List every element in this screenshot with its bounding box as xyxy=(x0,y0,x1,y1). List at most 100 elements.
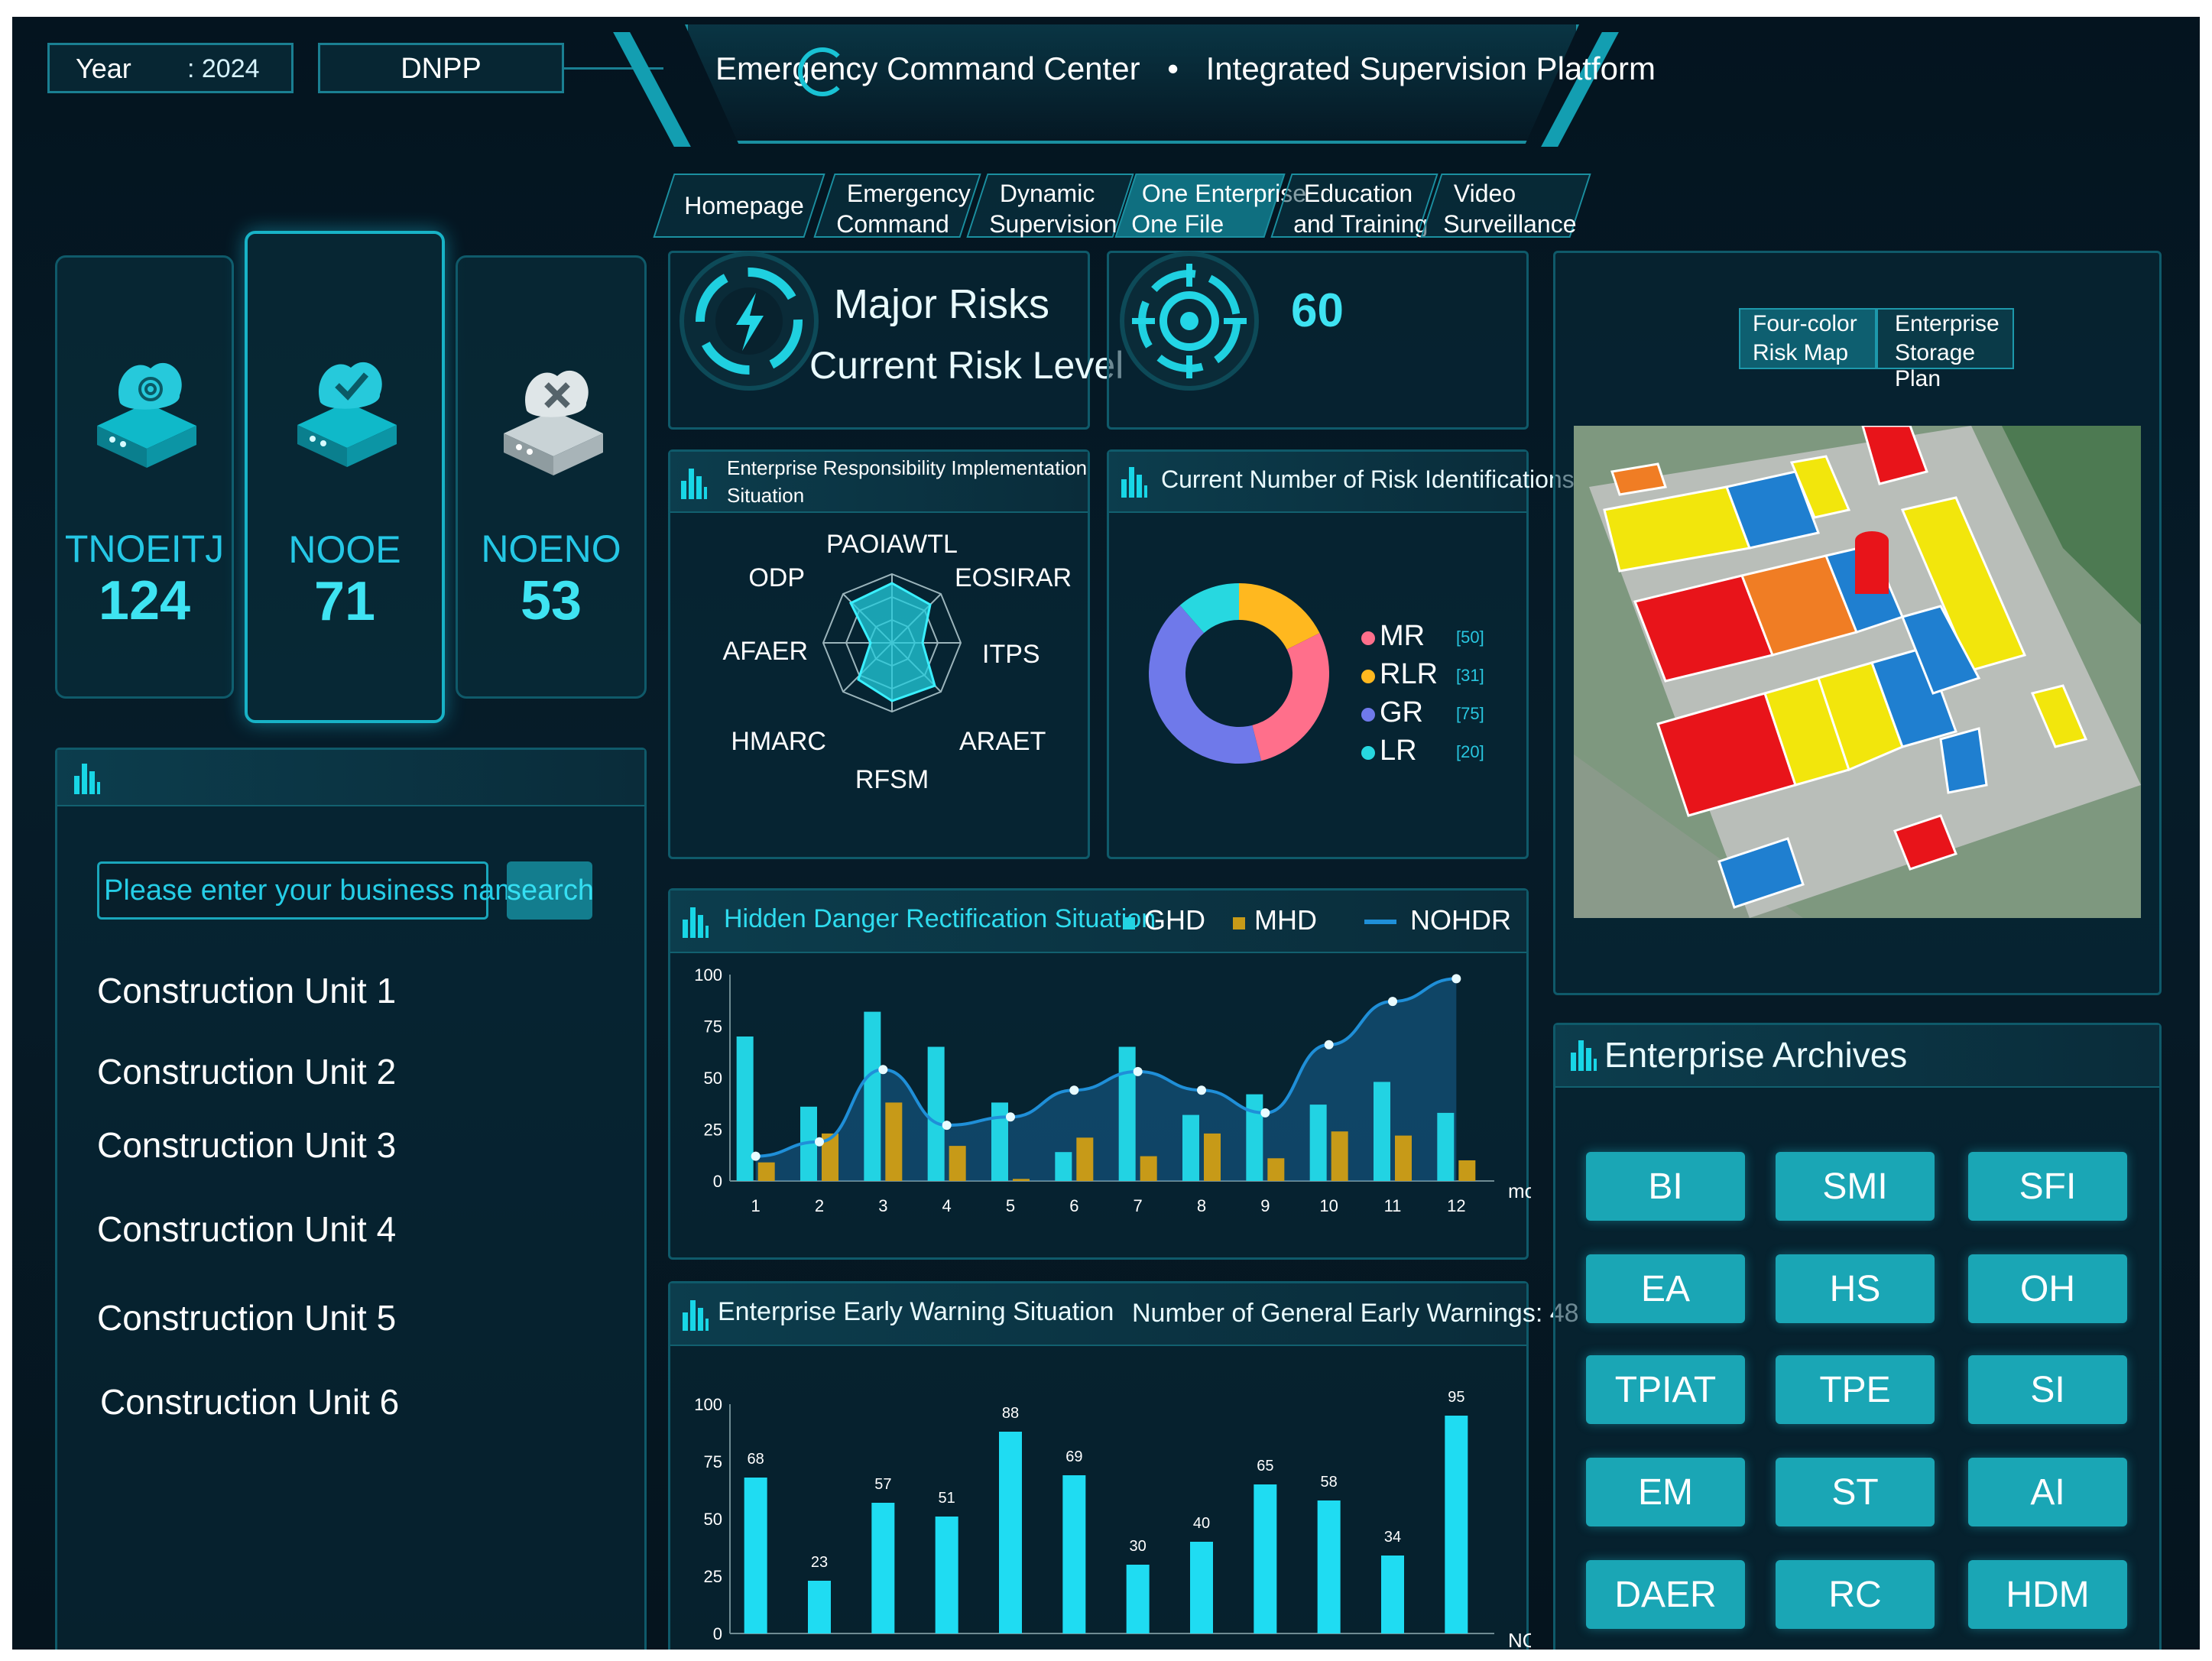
archive-button-daer[interactable]: DAER xyxy=(1586,1560,1745,1629)
stat-value: 71 xyxy=(313,571,376,632)
y-tick-label: 100 xyxy=(694,965,722,985)
stat-value: 124 xyxy=(98,570,191,631)
bar-value-label: 30 xyxy=(1130,1538,1147,1555)
archive-button-tpiat[interactable]: TPIAT xyxy=(1586,1355,1745,1424)
legend-name: MR xyxy=(1380,620,1425,652)
tab-one-enterprise-one-file[interactable]: One Enterprise One File xyxy=(1114,174,1306,238)
list-item[interactable]: Construction Unit 6 xyxy=(100,1382,400,1422)
header-deco-left xyxy=(613,32,691,147)
archive-button-si[interactable]: SI xyxy=(1968,1355,2127,1424)
tab-label-2: Supervision xyxy=(989,210,1117,238)
risk-identification-panel: Current Number of Risk Identifications M… xyxy=(1107,449,1575,859)
bar-value-label: 95 xyxy=(1448,1389,1464,1406)
line-nohdr xyxy=(755,977,1457,1158)
bar-mhd xyxy=(949,1146,966,1181)
legend-nohdr: NOHDR xyxy=(1364,904,1511,936)
tab-dynamic-supervision[interactable]: Dynamic Supervision xyxy=(966,174,1134,238)
archive-button-hdm[interactable]: HDM xyxy=(1968,1560,2127,1629)
stat-card-noeno[interactable]: NOENO 53 xyxy=(456,255,647,699)
legend-dot xyxy=(1361,670,1375,683)
target-icon xyxy=(1120,251,1259,391)
year-label: Year xyxy=(76,53,131,84)
tab-label-2: Risk Map xyxy=(1753,340,1849,365)
aerial-risk-map-image[interactable] xyxy=(1574,426,2141,918)
list-item[interactable]: Construction Unit 5 xyxy=(97,1298,397,1338)
tab-enterprise-storage-plan[interactable]: Enterprise Storage Plan xyxy=(1876,308,2014,391)
tab-four-color-risk-map[interactable]: Four-color Risk Map xyxy=(1739,308,1876,369)
tab-label: Video xyxy=(1453,180,1516,207)
radar-axis-label: HMARC xyxy=(731,727,826,756)
x-tick-label: 2 xyxy=(815,1196,824,1215)
dnpp-label: DNPP xyxy=(401,53,482,85)
legend-name: RLR xyxy=(1380,658,1438,690)
stat-card-nooe[interactable]: NOOE 71 xyxy=(245,231,445,723)
archive-button-ea[interactable]: EA xyxy=(1586,1254,1745,1323)
legend-value: [50] xyxy=(1456,628,1484,647)
tab-label: Four-color xyxy=(1753,311,1857,336)
bar-value-label: 65 xyxy=(1257,1458,1273,1474)
archive-button-hs[interactable]: HS xyxy=(1776,1254,1935,1323)
x-tick-label: 8 xyxy=(1197,1649,1206,1650)
search-input[interactable]: Please enter your business name xyxy=(97,861,535,920)
hidden-danger-panel: Hidden Danger Rectification Situation GH… xyxy=(668,888,1531,1260)
bar-mhd xyxy=(757,1162,775,1181)
archive-button-rc[interactable]: RC xyxy=(1776,1560,1935,1629)
archive-button-st[interactable]: ST xyxy=(1776,1458,1935,1526)
archive-button-em[interactable]: EM xyxy=(1586,1458,1745,1526)
x-tick-label: 11 xyxy=(1384,1196,1402,1215)
tab-label: Homepage xyxy=(684,192,804,219)
bar-mhd xyxy=(1395,1135,1412,1181)
line-point xyxy=(1260,1108,1270,1118)
bar-value-label: 57 xyxy=(874,1476,891,1493)
tab-emergency-command[interactable]: Emergency Command xyxy=(813,174,981,238)
archive-button-tpe[interactable]: TPE xyxy=(1776,1355,1935,1424)
tab-homepage[interactable]: Homepage xyxy=(653,174,825,238)
search-button-label: search xyxy=(507,874,595,907)
stat-card-tnoeitj[interactable]: TNOEITJ 124 xyxy=(55,255,234,699)
legend-swatch xyxy=(1123,917,1135,929)
bar-value-label: 69 xyxy=(1065,1449,1082,1465)
legend-dot xyxy=(1361,708,1375,722)
legend-ghd: GHD xyxy=(1123,904,1205,936)
list-item[interactable]: Construction Unit 2 xyxy=(97,1052,397,1092)
tab-video-surveillance[interactable]: Video Surveillance xyxy=(1420,174,1591,238)
tab-education-training[interactable]: Education and Training xyxy=(1270,174,1438,238)
line-point xyxy=(1388,997,1397,1007)
title-separator: • xyxy=(1167,50,1179,86)
archive-button-smi[interactable]: SMI xyxy=(1776,1152,1935,1221)
archive-button-sfi[interactable]: SFI xyxy=(1968,1152,2127,1221)
panel-header: Enterprise Early Warning Situation Numbe… xyxy=(670,1283,1579,1346)
responsibility-radar-panel: Enterprise Responsibility Implementation… xyxy=(668,449,1090,859)
legend-swatch xyxy=(1364,920,1396,925)
early-warning-title: Enterprise Early Warning Situation xyxy=(718,1297,1114,1326)
y-tick-label: 50 xyxy=(704,1510,722,1529)
x-axis-label: NOHDR xyxy=(1508,1629,1531,1650)
donut-title: Current Number of Risk Identifications xyxy=(1161,466,1575,493)
panel-header: Enterprise Responsibility Implementation… xyxy=(670,452,1088,513)
search-button[interactable]: search xyxy=(507,861,595,920)
donut-slice-lr xyxy=(1179,583,1239,634)
major-risk-card: Major Risks Current Risk Level xyxy=(668,251,1124,430)
list-item[interactable]: Construction Unit 3 xyxy=(97,1125,397,1165)
legend-value: [31] xyxy=(1456,666,1484,685)
archive-button-oh[interactable]: OH xyxy=(1968,1254,2127,1323)
year-selector[interactable]: Year : 2024 xyxy=(47,43,294,93)
bar-chart-icon xyxy=(1571,1040,1597,1071)
dnpp-selector[interactable]: DNPP xyxy=(318,43,564,93)
x-tick-label: 4 xyxy=(942,1196,952,1215)
bar-nohdr xyxy=(1317,1500,1341,1633)
list-item[interactable]: Construction Unit 1 xyxy=(97,971,397,1011)
legend-value: [75] xyxy=(1456,704,1484,723)
archive-button-ai[interactable]: AI xyxy=(1968,1458,2127,1526)
list-item[interactable]: Construction Unit 4 xyxy=(97,1209,397,1249)
bar-value-label: 40 xyxy=(1193,1515,1210,1532)
legend-label: NOHDR xyxy=(1410,904,1511,936)
x-tick-label: 3 xyxy=(878,1649,887,1650)
legend-name: LR xyxy=(1380,735,1417,767)
bar-ghd xyxy=(864,1011,881,1181)
radar-axis-label: AFAER xyxy=(723,637,808,666)
bar-value-label: 58 xyxy=(1321,1474,1338,1491)
x-tick-label: 2 xyxy=(815,1649,824,1650)
line-point xyxy=(878,1065,888,1075)
archive-button-bi[interactable]: BI xyxy=(1586,1152,1745,1221)
